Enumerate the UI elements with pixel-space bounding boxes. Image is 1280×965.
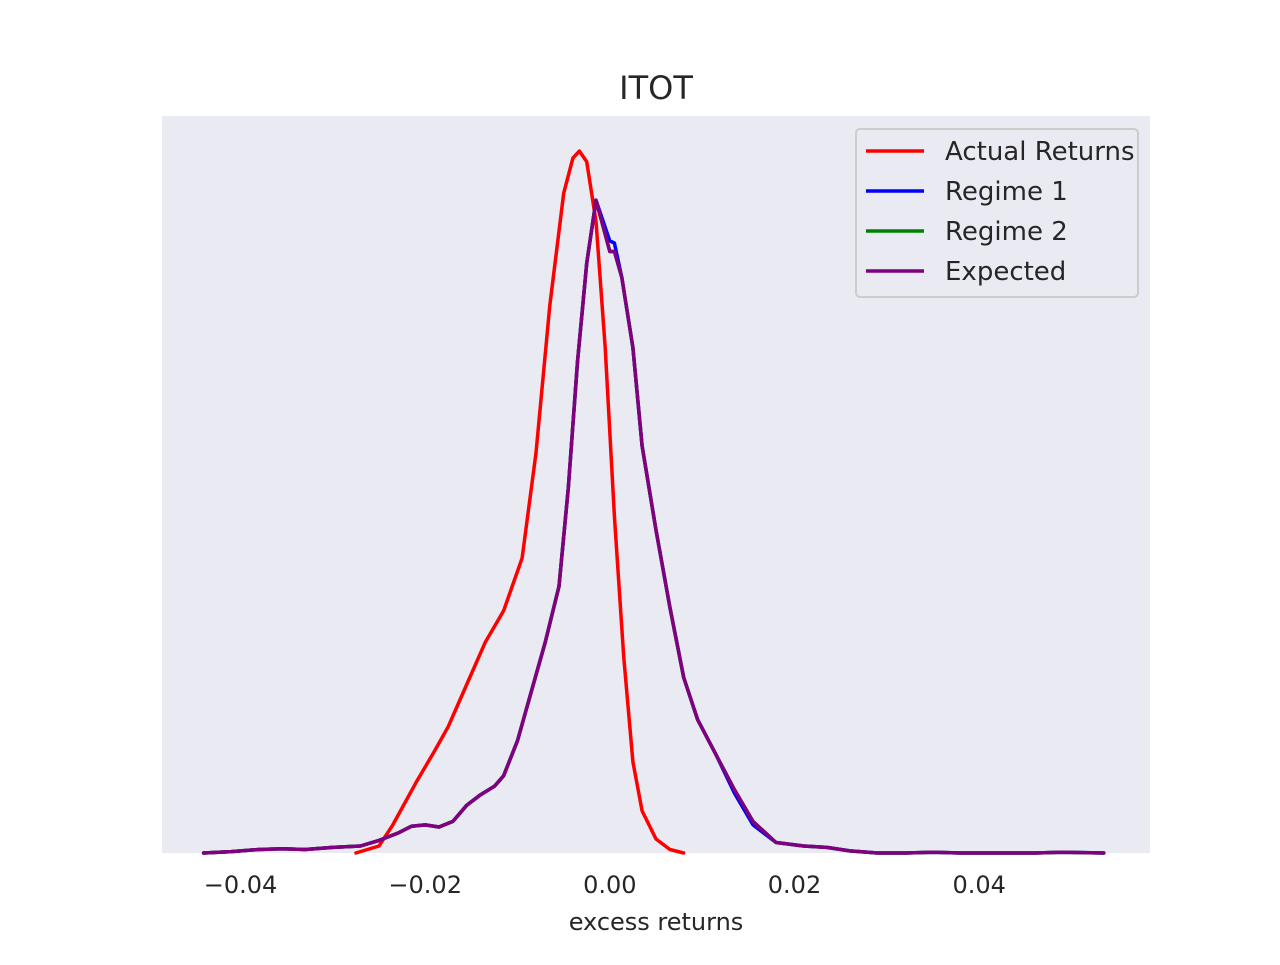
x-axis-ticks: −0.04 −0.02 0.00 0.02 0.04 — [204, 871, 1006, 899]
legend-label: Expected — [945, 257, 1066, 287]
x-tick-label: 0.00 — [583, 871, 636, 899]
x-tick-label: 0.02 — [768, 871, 821, 899]
x-tick-label: 0.04 — [952, 871, 1005, 899]
legend: Actual Returns Regime 1 Regime 2 Expected — [855, 128, 1139, 298]
x-tick-label: −0.02 — [388, 871, 462, 899]
legend-label: Regime 1 — [945, 177, 1068, 207]
x-tick-label: −0.04 — [204, 871, 278, 899]
series-layer — [201, 149, 1106, 855]
series-line-actual-returns — [354, 149, 686, 855]
legend-label: Regime 2 — [945, 217, 1068, 247]
legend-box — [855, 128, 1139, 298]
x-axis-label: excess returns — [569, 908, 744, 936]
series-line-expected — [201, 198, 1106, 855]
legend-label: Actual Returns — [945, 137, 1135, 167]
chart-title: ITOT — [619, 69, 693, 107]
legend-items: Actual Returns Regime 1 Regime 2 Expected — [866, 137, 1135, 287]
